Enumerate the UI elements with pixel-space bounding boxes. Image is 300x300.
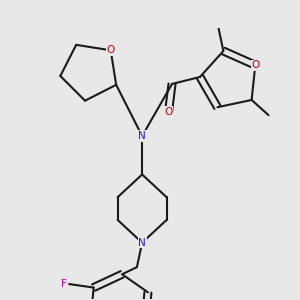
Text: F: F (61, 279, 67, 289)
Text: O: O (251, 60, 260, 70)
Text: O: O (164, 107, 172, 117)
Text: N: N (138, 131, 146, 141)
Text: O: O (106, 45, 115, 55)
Text: N: N (138, 238, 146, 248)
